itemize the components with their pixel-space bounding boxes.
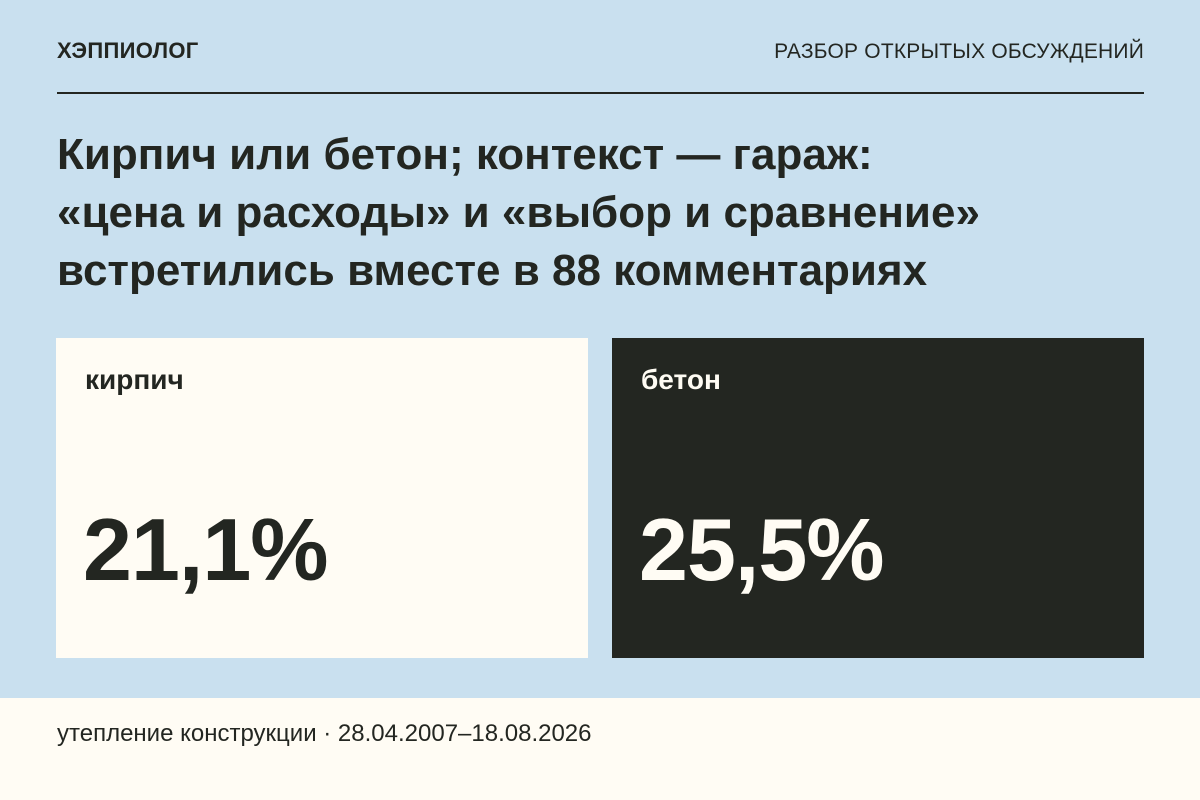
- stat-card-label: кирпич: [85, 364, 184, 395]
- stat-card-value: 25,5%: [639, 500, 885, 599]
- footer-caption: утепление конструкции · 28.04.2007–18.08…: [57, 720, 592, 747]
- header: ХЭППИОЛОГ РАЗБОР ОТКРЫТЫХ ОБСУЖДЕНИЙ: [57, 38, 1144, 94]
- headline-line: «цена и расходы» и «выбор и сравнение»: [57, 188, 980, 237]
- footer: утепление конструкции · 28.04.2007–18.08…: [0, 698, 1200, 800]
- stat-card-value: 21,1%: [83, 500, 329, 599]
- headline: Кирпич или бетон; контекст — гараж: «цен…: [57, 126, 1144, 300]
- headline-line: встретились вместе в 88 комментариях: [57, 246, 928, 295]
- brand-logo-text: ХЭППИОЛОГ: [57, 38, 199, 63]
- section-title: РАЗБОР ОТКРЫТЫХ ОБСУЖДЕНИЙ: [774, 40, 1144, 63]
- stat-card-label: бетон: [641, 364, 721, 395]
- stat-card-brick: кирпич 21,1%: [56, 338, 588, 658]
- headline-line: Кирпич или бетон; контекст — гараж:: [57, 130, 873, 179]
- stat-card-concrete: бетон 25,5%: [612, 338, 1144, 658]
